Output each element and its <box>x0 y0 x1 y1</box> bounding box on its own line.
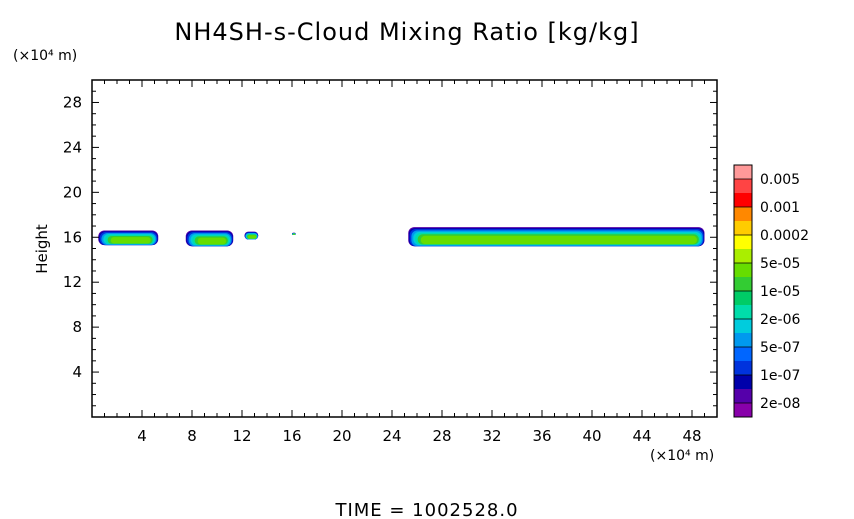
colorbar-label: 1e-07 <box>760 368 800 384</box>
cloud-band <box>247 235 257 239</box>
colorbar-swatch <box>734 375 752 390</box>
colorbar-label: 2e-06 <box>760 312 800 328</box>
chart-title: NH4SH-s-Cloud Mixing Ratio [kg/kg] <box>174 18 639 46</box>
y-axis-label: Height <box>33 224 51 274</box>
colorbar-swatch <box>734 193 752 208</box>
x-tick-label: 36 <box>532 427 551 445</box>
cloud-patch <box>408 227 705 247</box>
colorbar-swatch <box>734 389 752 404</box>
x-tick-label: 48 <box>682 427 701 445</box>
x-tick-label: 12 <box>232 427 251 445</box>
y-tick-label: 28 <box>63 93 82 111</box>
x-tick-label: 44 <box>632 427 651 445</box>
y-tick-label: 4 <box>72 363 82 381</box>
colorbar-label: 0.0002 <box>760 228 809 244</box>
colorbar: 0.005 0.001 0.0002 5e-05 1e-05 2e-06 5e-07 1e-0… <box>733 164 809 418</box>
x-tick-label: 24 <box>382 427 401 445</box>
cloud-band <box>110 237 151 244</box>
cloud-field <box>98 227 705 247</box>
x-tick-label: 16 <box>282 427 301 445</box>
x-tick-label: 40 <box>582 427 601 445</box>
colorbar-swatch <box>734 179 752 194</box>
colorbar-swatch <box>734 249 752 264</box>
colorbar-label: 2e-08 <box>760 396 800 412</box>
colorbar-swatch <box>734 305 752 320</box>
colorbar-label: 1e-05 <box>760 284 800 300</box>
x-axis-unit: (×10⁴ m) <box>650 448 714 464</box>
colorbar-swatch <box>734 347 752 362</box>
x-tick-label: 28 <box>432 427 451 445</box>
plot-frame <box>91 79 718 418</box>
x-tick-label: 4 <box>137 427 147 445</box>
y-tick-label: 8 <box>72 318 82 336</box>
colorbar-label: 5e-05 <box>760 256 800 272</box>
cloud-band <box>292 233 296 235</box>
y-tick-label: 16 <box>63 228 82 246</box>
x-tick-label: 8 <box>187 427 197 445</box>
y-tick-label: 12 <box>63 273 82 291</box>
y-tick-label: 24 <box>63 138 82 156</box>
x-tick-label: 20 <box>332 427 351 445</box>
y-axis-unit: (×10⁴ m) <box>13 48 77 64</box>
cloud-band <box>420 235 697 245</box>
colorbar-label: 5e-07 <box>760 340 800 356</box>
colorbar-label: 0.001 <box>760 200 800 216</box>
time-label: TIME = 1002528.0 <box>334 500 518 519</box>
colorbar-swatch <box>734 333 752 348</box>
colorbar-swatch <box>734 291 752 306</box>
cloud-patch <box>244 231 259 240</box>
colorbar-swatch <box>734 319 752 334</box>
y-tick-label: 20 <box>63 183 82 201</box>
colorbar-swatch <box>734 277 752 292</box>
y-axis: 4 8 12 16 20 24 28 <box>63 90 717 407</box>
cloud-patch <box>292 232 296 236</box>
x-tick-label: 32 <box>482 427 501 445</box>
colorbar-label: 0.005 <box>760 172 800 188</box>
colorbar-swatch <box>734 165 752 180</box>
colorbar-swatch <box>734 361 752 376</box>
cloud-band <box>197 237 227 245</box>
colorbar-swatch <box>734 221 752 236</box>
x-axis: 4 8 12 16 20 24 28 32 36 40 44 48 <box>104 80 705 445</box>
cloud-patch <box>185 230 234 247</box>
colorbar-swatch <box>734 207 752 222</box>
colorbar-swatch <box>734 263 752 278</box>
colorbar-swatch <box>734 235 752 250</box>
colorbar-swatch <box>734 403 752 418</box>
cloud-patch <box>98 230 159 246</box>
